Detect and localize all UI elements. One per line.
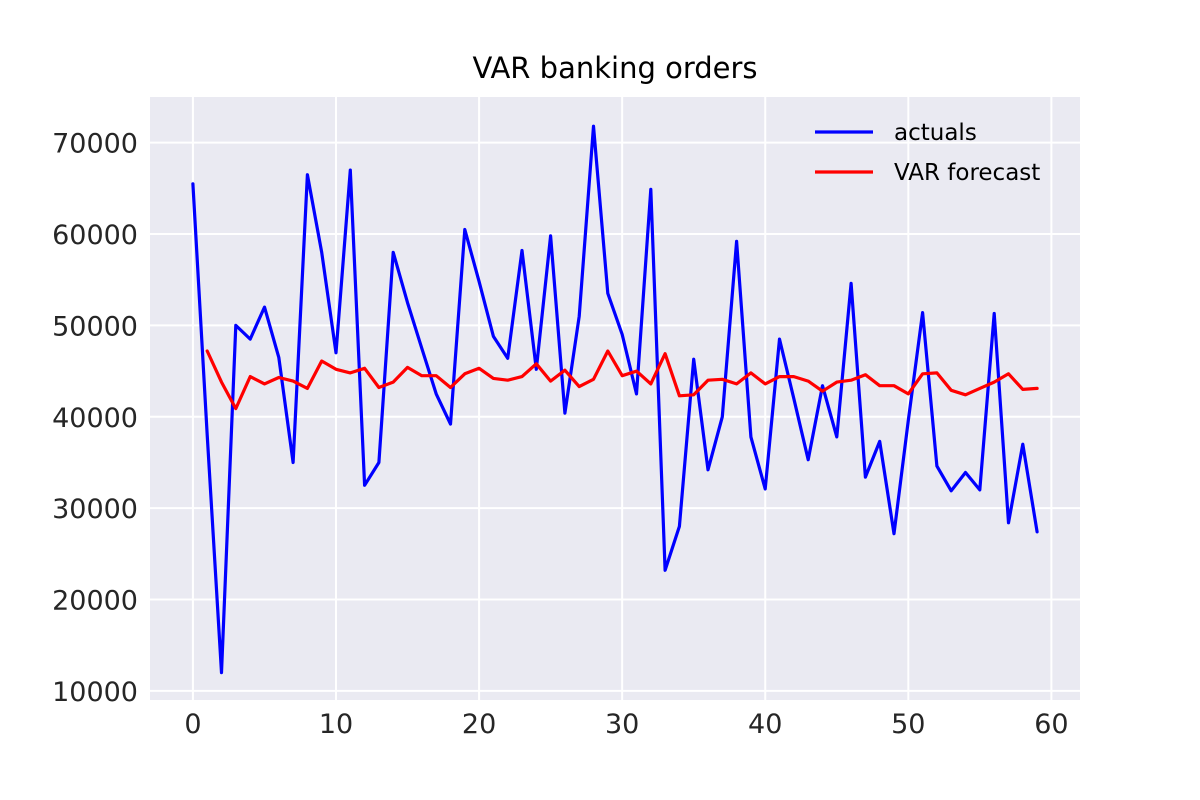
series-line-actuals xyxy=(191,124,1039,675)
x-tick-label: 10 xyxy=(319,709,353,740)
x-tick-label: 50 xyxy=(891,709,925,740)
series-layer xyxy=(191,124,1039,675)
legend-label-var-forecast: VAR forecast xyxy=(894,160,1040,186)
plot-background xyxy=(150,97,1080,700)
series-line-var-forecast xyxy=(205,349,1039,411)
x-tick-label: 30 xyxy=(605,709,639,740)
y-tick-label: 70000 xyxy=(52,129,138,160)
y-tick-label: 50000 xyxy=(52,311,138,342)
x-tick-label: 40 xyxy=(748,709,782,740)
y-tick-label: 10000 xyxy=(52,677,138,708)
x-tick-label: 60 xyxy=(1034,709,1068,740)
y-tick-label: 40000 xyxy=(52,403,138,434)
y-tick-label: 60000 xyxy=(52,220,138,251)
y-tick-label: 30000 xyxy=(52,494,138,525)
x-tick-labels: 0 10 20 30 40 50 60 xyxy=(184,709,1068,740)
chart-title: VAR banking orders xyxy=(472,51,757,85)
x-tick-label: 20 xyxy=(462,709,496,740)
x-tick-label: 0 xyxy=(184,709,201,740)
legend-label-actuals: actuals xyxy=(894,120,977,146)
y-tick-labels: 10000 20000 30000 40000 50000 60000 70000 xyxy=(52,129,138,708)
y-tick-label: 20000 xyxy=(52,586,138,617)
legend: actuals VAR forecast xyxy=(815,120,1040,186)
